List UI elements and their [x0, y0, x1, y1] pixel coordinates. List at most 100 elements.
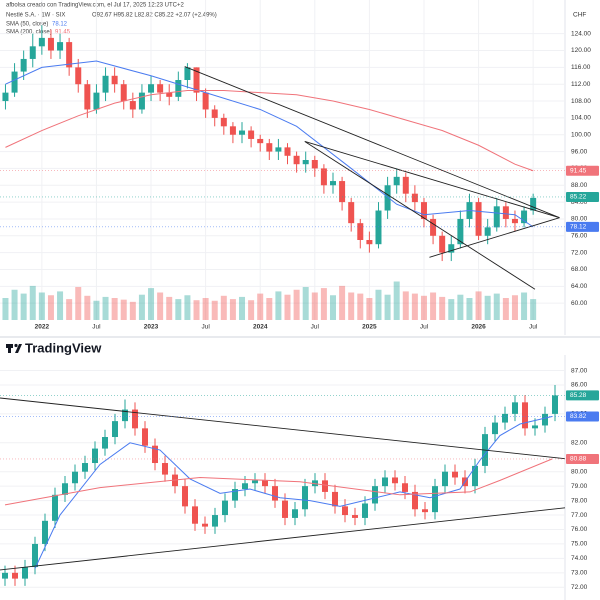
- candle-body: [166, 92, 173, 97]
- y-tick-label: 96.00: [571, 148, 588, 155]
- price-tag: [566, 221, 599, 232]
- candle-body: [75, 67, 82, 85]
- y-tick-label: 88.00: [571, 182, 588, 189]
- trend-line: [429, 217, 560, 258]
- candle-body: [220, 117, 227, 127]
- volume-bar: [111, 298, 118, 320]
- candle-body: [412, 491, 418, 510]
- candle-body: [22, 567, 28, 579]
- candle-body: [57, 42, 64, 51]
- volume-bar: [138, 294, 145, 320]
- y-tick-label: 100.00: [571, 131, 591, 138]
- y-tick-label: 73.00: [571, 570, 588, 577]
- candle-body: [366, 240, 373, 245]
- candle-body: [439, 235, 446, 253]
- volume-bar: [430, 292, 437, 320]
- volume-bar: [220, 295, 227, 320]
- candle-body: [302, 486, 308, 510]
- candle-body: [157, 84, 164, 93]
- volume-bar: [266, 298, 273, 320]
- price-tag-label: 85.22: [570, 194, 587, 201]
- candle-body: [202, 523, 208, 527]
- candle-body: [192, 506, 198, 524]
- candle-body: [420, 202, 427, 219]
- y-tick-label: 84.00: [571, 199, 588, 206]
- candle-body: [222, 500, 228, 516]
- candle-body: [448, 244, 455, 253]
- candle-body: [552, 395, 558, 414]
- candle-body: [148, 84, 155, 93]
- price-tag-label: 85.28: [570, 392, 587, 399]
- volume-bar: [248, 300, 255, 320]
- y-tick-label: 124.00: [571, 30, 591, 37]
- volume-bar: [66, 299, 73, 320]
- volume-bar: [211, 300, 218, 320]
- legend-value: 78.12: [52, 22, 68, 28]
- y-tick-label: 68.00: [571, 266, 588, 273]
- candle-body: [82, 463, 88, 472]
- price-tag-label: 78.12: [570, 224, 587, 231]
- volume-bar: [366, 298, 373, 320]
- sma-line: [34, 416, 553, 569]
- x-tick-label: Jul: [311, 324, 320, 331]
- x-tick-label: 2026: [471, 324, 486, 331]
- candle-body: [332, 491, 338, 507]
- candle-body: [211, 109, 218, 118]
- candle-body: [484, 227, 491, 236]
- volume-bar: [20, 293, 27, 320]
- volume-bar: [102, 296, 109, 320]
- trend-line: [0, 507, 566, 571]
- candle-body: [102, 437, 108, 449]
- candle-body: [252, 480, 258, 484]
- candle-body: [138, 92, 145, 110]
- candle-body: [120, 84, 127, 102]
- y-tick-label: 87.00: [571, 367, 588, 374]
- volume-bar: [57, 291, 64, 320]
- volume-bar: [202, 298, 209, 320]
- volume-bar: [329, 295, 336, 320]
- trend-line: [304, 141, 536, 290]
- x-tick-label: 2022: [35, 324, 50, 331]
- volume-bar: [511, 295, 518, 320]
- volume-bar: [466, 298, 473, 320]
- price-tag-label: 91.45: [570, 167, 587, 174]
- chart-title: Nestlé S.A. · 1W · SIX: [6, 13, 65, 19]
- candle-body: [202, 92, 209, 110]
- volume-bar: [229, 299, 236, 320]
- volume-bar: [120, 299, 127, 320]
- candle-body: [239, 130, 246, 135]
- candle-body: [320, 168, 327, 186]
- price-tag: [566, 390, 599, 401]
- volume-bar: [2, 298, 9, 320]
- volume-bar: [311, 292, 318, 320]
- candle-body: [422, 509, 428, 513]
- trend-line: [184, 66, 560, 219]
- volume-bar: [448, 299, 455, 320]
- candle-body: [512, 402, 518, 414]
- volume-bar: [493, 293, 500, 320]
- candle-body: [20, 58, 27, 72]
- candle-body: [532, 425, 538, 429]
- candle-body: [182, 486, 188, 507]
- volume-bar: [457, 294, 464, 320]
- candle-body: [2, 572, 8, 579]
- candle-body: [430, 218, 437, 236]
- volume-bar: [11, 289, 18, 320]
- legend-label: SMA (200, close): [6, 30, 52, 36]
- candle-body: [492, 422, 498, 435]
- candle-body: [339, 181, 346, 203]
- sma-line: [4, 458, 553, 506]
- y-tick-label: 79.00: [571, 483, 588, 490]
- price-tag-label: 83.82: [570, 413, 587, 420]
- candle-body: [232, 489, 238, 501]
- volume-bar: [275, 291, 282, 320]
- volume-bar: [293, 289, 300, 320]
- y-tick-label: 60.00: [571, 300, 588, 307]
- candle-body: [362, 503, 368, 518]
- candle-body: [66, 42, 73, 68]
- candle-body: [442, 471, 448, 487]
- candle-body: [12, 572, 18, 579]
- candle-body: [357, 223, 364, 240]
- volume-bar: [530, 299, 537, 320]
